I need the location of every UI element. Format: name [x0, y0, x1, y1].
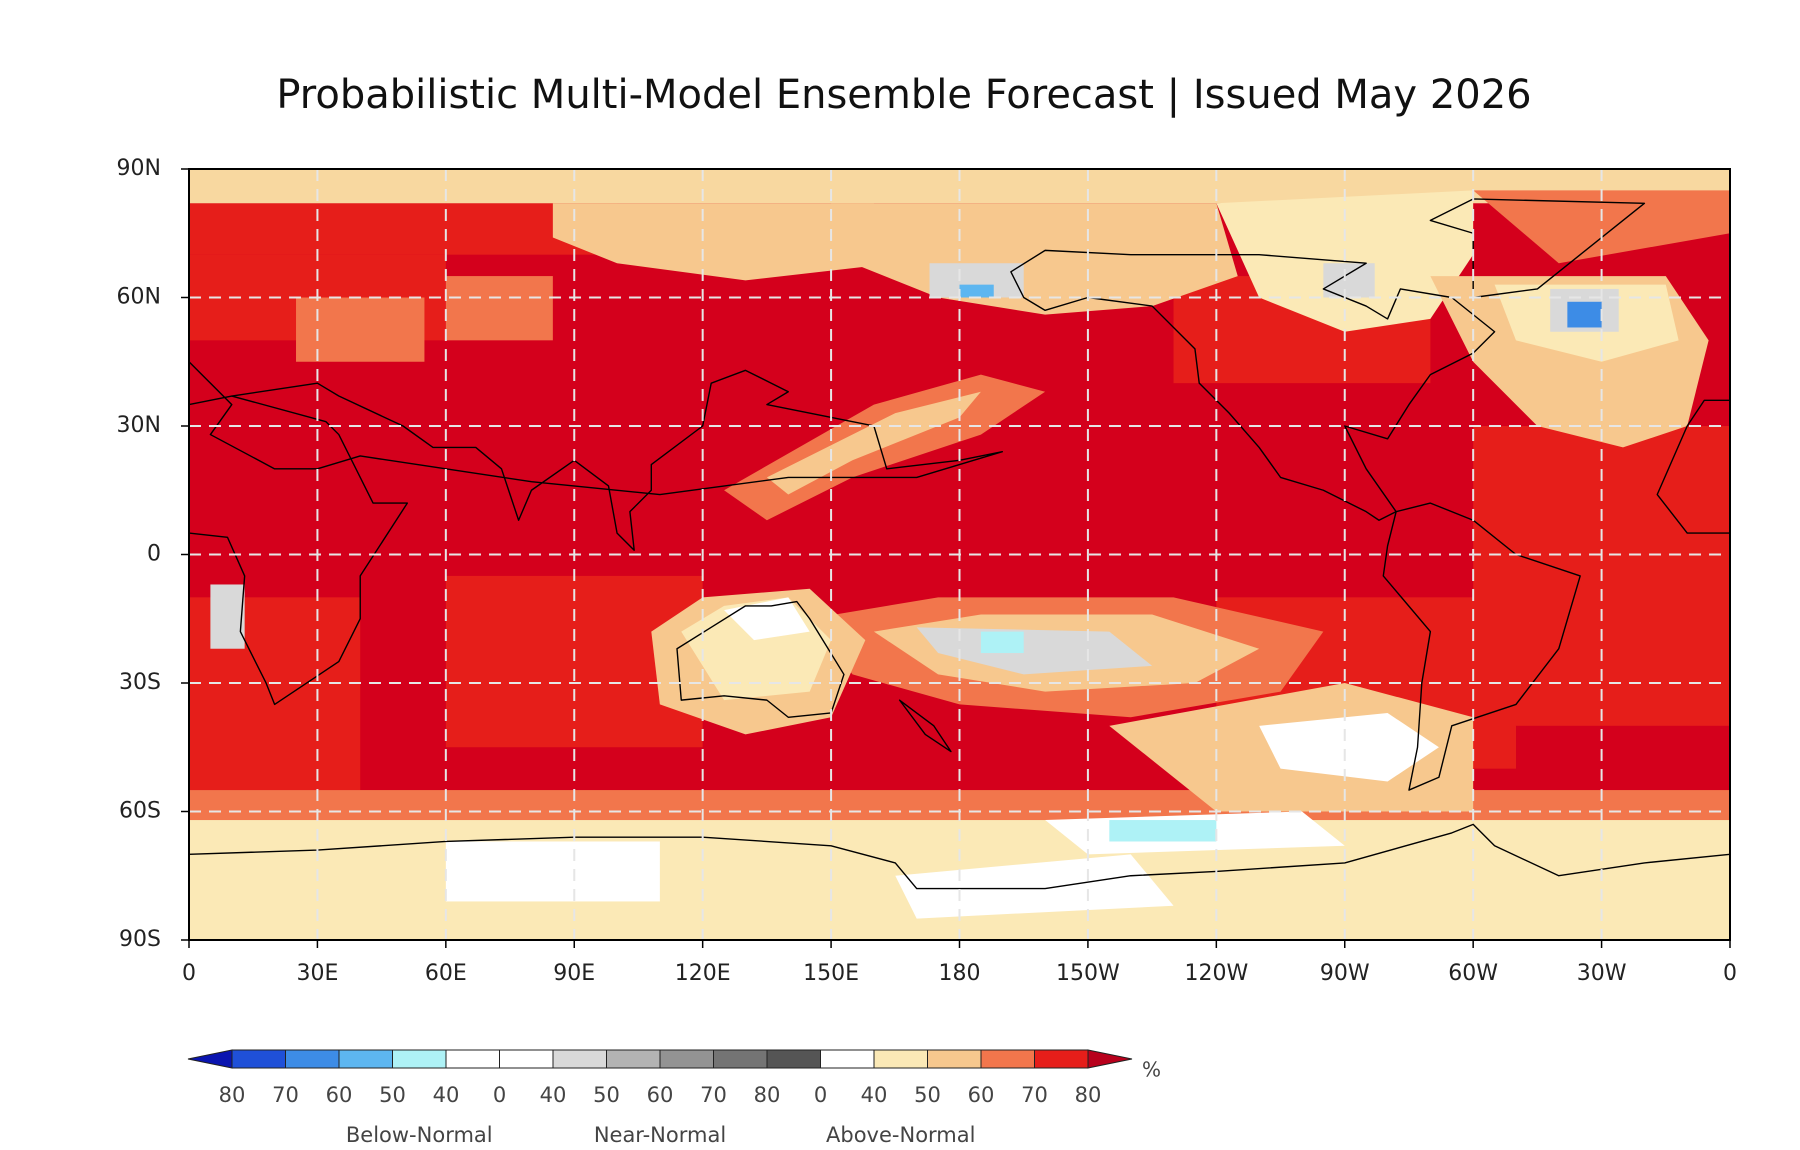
colorbar-unit: % [1142, 1058, 1161, 1082]
colorbar-label: 50 [914, 1083, 941, 1107]
category-label: Below-Normal [346, 1123, 493, 1147]
lon-tick-label: 0 [1723, 961, 1737, 986]
lat-tick-label: 60S [119, 799, 161, 824]
colorbar-box [713, 1049, 768, 1069]
coastline [189, 824, 1730, 888]
colorbar-label: 0 [814, 1083, 827, 1107]
colorbar-box [820, 1049, 875, 1069]
field-patch [724, 597, 810, 641]
lon-tick-label: 0 [182, 961, 196, 986]
lon-tick-label: 30W [1577, 961, 1627, 986]
colorbar-label: 40 [540, 1083, 567, 1107]
colorbar-label: 0 [493, 1083, 506, 1107]
map-frame [188, 168, 1731, 941]
colorbar-box [392, 1049, 447, 1069]
colorbar-box [659, 1049, 714, 1069]
colorbar-under [187, 1049, 233, 1069]
coastline [1657, 400, 1730, 533]
field-patch [1567, 301, 1602, 328]
lon-tick-label: 60W [1448, 961, 1498, 986]
coastline [900, 700, 951, 751]
lat-tick-label: 30N [117, 413, 161, 438]
colorbar-label: 40 [433, 1083, 460, 1107]
field-patch [189, 203, 618, 255]
colorbar-label: 70 [272, 1083, 299, 1107]
colorbar-box [552, 1049, 607, 1069]
field-patch [766, 391, 981, 495]
colorbar-label: 60 [326, 1083, 353, 1107]
colorbar-box [338, 1049, 393, 1069]
colorbar-box [873, 1049, 928, 1069]
colorbar-over [1087, 1049, 1133, 1069]
lon-tick-label: 120W [1184, 961, 1248, 986]
field-patch [895, 854, 1174, 919]
coastline [677, 602, 844, 718]
colorbar-box [1034, 1049, 1089, 1069]
field-patch [552, 203, 896, 281]
field-patch [916, 627, 1153, 675]
colorbar-label: 50 [593, 1083, 620, 1107]
lon-tick-label: 90W [1320, 961, 1370, 986]
colorbar-box [766, 1049, 821, 1069]
lon-tick-label: 150W [1056, 961, 1120, 986]
colorbar-box [499, 1049, 554, 1069]
colorbar-label: 70 [1021, 1083, 1048, 1107]
lat-tick-label: 90N [117, 156, 161, 181]
colorbar-box [927, 1049, 982, 1069]
category-label: Above-Normal [826, 1123, 975, 1147]
colorbar: 80 70 60 50 40 0 40 50 60 70 80 0 40 50 60 70 80% Below-N… [187, 1049, 1161, 1147]
grid: 0 30E 60E 90E 120E 150E 180 150W 120W 90W 60W 30W 09… [117, 156, 1737, 986]
field-patch [296, 297, 425, 362]
lat-tick-label: 30S [119, 670, 161, 695]
lon-tick-label: 60E [425, 961, 467, 986]
colorbar-box [285, 1049, 340, 1069]
field-patch [959, 284, 994, 298]
colorbar-box [980, 1049, 1035, 1069]
field-patch [445, 276, 553, 341]
category-label: Near-Normal [594, 1123, 726, 1147]
coastline [1383, 503, 1580, 790]
colorbar-label: 80 [1075, 1083, 1102, 1107]
colorbar-box [606, 1049, 661, 1069]
field-patch [445, 841, 660, 902]
field-patch [980, 631, 1024, 654]
coastline [1430, 199, 1644, 298]
colorbar-box [445, 1049, 500, 1069]
lon-tick-label: 120E [675, 961, 731, 986]
lat-tick-label: 0 [147, 542, 161, 567]
colorbar-label: 50 [379, 1083, 406, 1107]
field-patch [210, 584, 245, 649]
field-patch [1109, 820, 1217, 842]
colorbar-box [231, 1049, 286, 1069]
colorbar-label: 70 [700, 1083, 727, 1107]
lon-tick-label: 90E [553, 961, 595, 986]
title: Probabilistic Multi-Model Ensemble Forec… [276, 72, 1531, 118]
coastline [1011, 250, 1495, 520]
lat-tick-label: 90S [119, 927, 161, 952]
lon-tick-label: 30E [296, 961, 338, 986]
colorbar-label: 60 [647, 1083, 674, 1107]
lat-tick-label: 60N [117, 285, 161, 310]
lon-tick-label: 180 [939, 961, 981, 986]
colorbar-label: 80 [219, 1083, 246, 1107]
coastline [189, 362, 1002, 550]
colorbar-label: 40 [861, 1083, 888, 1107]
lon-tick-label: 150E [803, 961, 859, 986]
field-patch [1259, 712, 1439, 782]
colorbar-label: 80 [754, 1083, 781, 1107]
field-patch [1473, 190, 1731, 264]
colorbar-label: 60 [968, 1083, 995, 1107]
